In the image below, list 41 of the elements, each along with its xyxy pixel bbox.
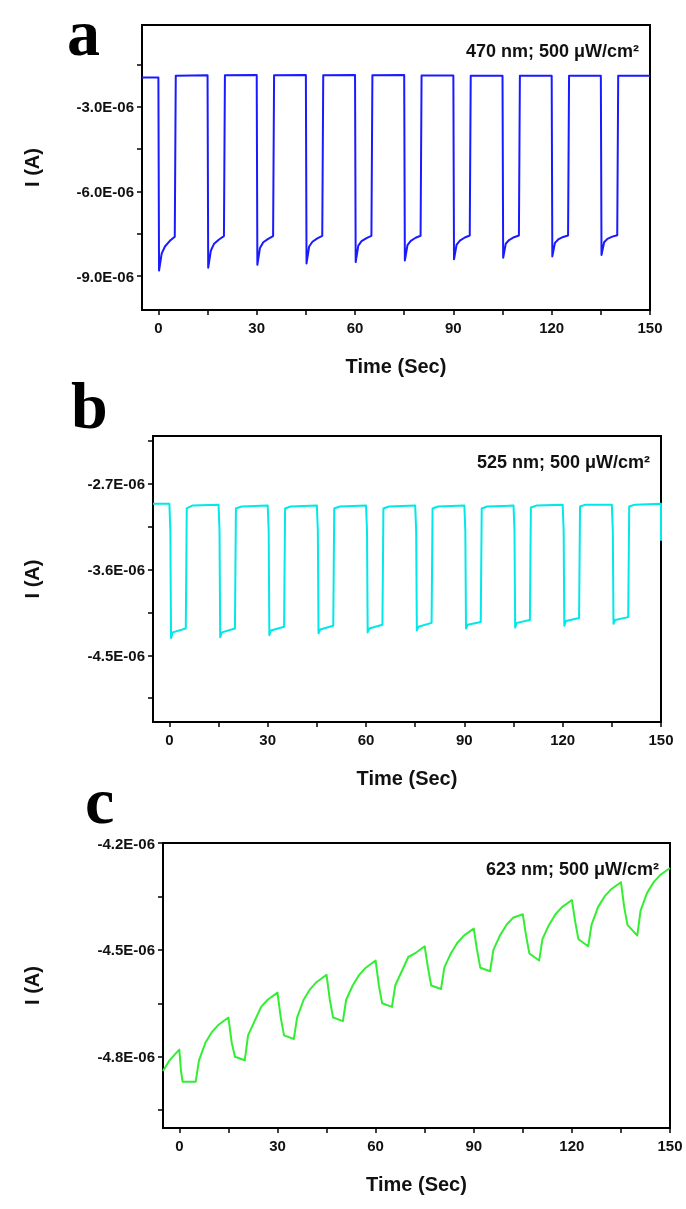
annotation: 623 nm; 500 μW/cm² <box>485 859 660 879</box>
x-axis-title: Time (Sec) <box>345 355 447 377</box>
y-axis-title: I (A) <box>21 148 43 187</box>
y-tick-label: -4.5E-06 <box>87 646 145 664</box>
y-tick-label: -6.0E-06 <box>76 182 134 200</box>
x-tick-label: 30 <box>248 319 266 336</box>
x-tick-label: 150 <box>637 319 663 336</box>
x-tick-label: 150 <box>657 1137 683 1154</box>
y-tick-label: -4.2E-06 <box>97 834 155 852</box>
x-tick-label: 90 <box>456 731 473 748</box>
y-axis-title: I (A) <box>21 966 43 1005</box>
x-tick-label: 120 <box>550 731 576 748</box>
y-tick-label: -3.0E-06 <box>76 98 134 116</box>
x-tick-label: 30 <box>269 1137 286 1154</box>
y-tick-label: -2.7E-06 <box>87 475 145 493</box>
x-tick-label: 120 <box>559 1137 585 1154</box>
x-axis-title: Time (Sec) <box>356 767 458 789</box>
y-axis-title: I (A) <box>21 559 43 599</box>
x-tick-label: 90 <box>445 319 462 336</box>
annotation: 470 nm; 500 μW/cm² <box>465 41 640 61</box>
x-tick-label: 150 <box>648 731 674 748</box>
x-axis-title: Time (Sec) <box>366 1173 467 1195</box>
x-tick-label: 60 <box>357 731 375 748</box>
x-tick-label: 120 <box>539 319 565 336</box>
chart-title: a <box>67 0 100 69</box>
x-tick-label: 60 <box>367 1137 384 1154</box>
x-tick-label: 30 <box>259 731 277 748</box>
line-series <box>152 502 662 640</box>
line-series <box>141 73 651 272</box>
x-tick-label: 0 <box>154 319 163 336</box>
chart-title: c <box>85 763 115 837</box>
y-tick-label: -9.0E-06 <box>76 267 134 285</box>
x-tick-label: 0 <box>165 731 174 748</box>
x-tick-label: 90 <box>465 1137 483 1154</box>
annotation: 525 nm; 500 μW/cm² <box>476 452 651 472</box>
y-tick-label: -4.5E-06 <box>97 941 155 959</box>
y-tick-label: -4.8E-06 <box>97 1048 155 1066</box>
chart-title: b <box>71 368 108 442</box>
x-tick-label: 0 <box>175 1137 184 1154</box>
x-tick-label: 60 <box>346 319 364 336</box>
y-tick-label: -3.6E-06 <box>87 560 145 578</box>
